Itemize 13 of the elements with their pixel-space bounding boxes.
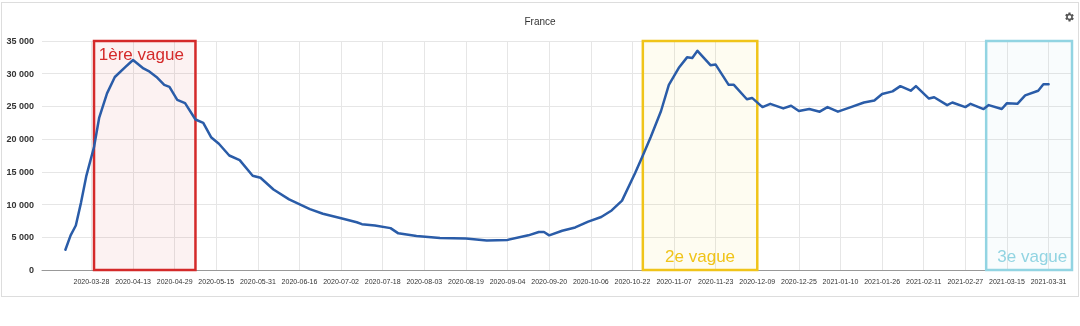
- y-tick-label: 0: [28, 265, 34, 275]
- band-label: 1ère vague: [98, 44, 184, 64]
- y-tick-label: 30 000: [6, 68, 34, 79]
- y-tick-label: 20 000: [6, 134, 34, 145]
- y-tick-label: 25 000: [6, 101, 34, 112]
- y-tick-label: 10 000: [6, 199, 34, 210]
- y-tick-label: 35 000: [6, 36, 34, 46]
- y-tick-label: 5 000: [11, 232, 34, 243]
- band-label: 2e vague: [665, 247, 736, 267]
- chart-title: France: [524, 15, 556, 27]
- band-label: 3e vague: [997, 247, 1068, 267]
- line-series: [64, 49, 1050, 251]
- y-tick-label: 15 000: [6, 166, 34, 177]
